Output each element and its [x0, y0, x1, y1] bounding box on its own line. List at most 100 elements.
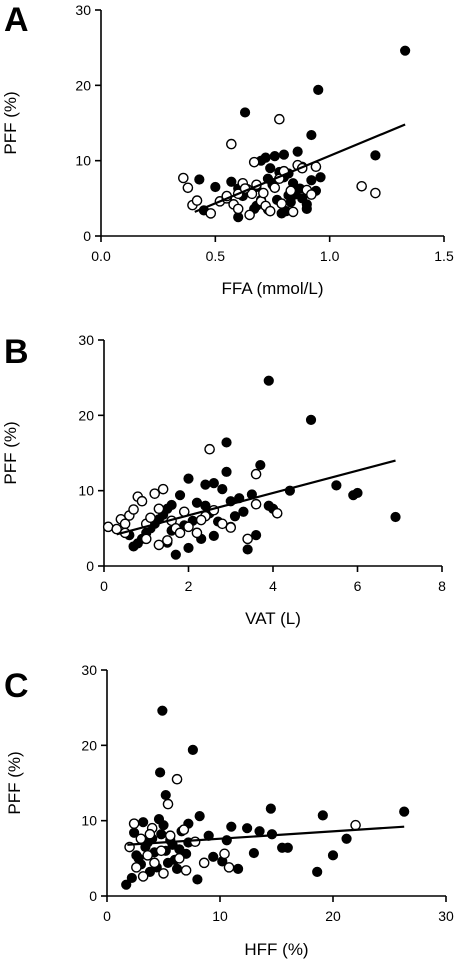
data-point-open	[223, 862, 235, 873]
data-point-open	[370, 187, 381, 199]
x-tick-label: 1.5	[434, 248, 454, 264]
data-point-filled	[229, 511, 241, 522]
data-point-filled	[157, 705, 168, 716]
data-point-filled	[269, 151, 280, 162]
data-point-open	[276, 198, 287, 209]
y-tick-label: 30	[78, 332, 94, 348]
y-axis-title: PFF (%)	[5, 751, 24, 814]
data-point-open	[144, 828, 156, 840]
y-axis-title: PFF (%)	[1, 91, 20, 154]
data-point-filled	[183, 542, 194, 554]
data-point-filled	[210, 181, 221, 193]
data-point-filled	[156, 829, 167, 840]
regression-line	[116, 459, 396, 536]
data-point-open	[136, 495, 148, 507]
data-point-filled	[192, 874, 203, 885]
data-point-filled	[331, 480, 342, 491]
data-point-filled	[155, 767, 166, 778]
data-point-filled	[160, 789, 171, 801]
data-point-filled	[251, 530, 262, 541]
data-point-open	[226, 138, 237, 150]
data-point-filled	[226, 176, 237, 187]
x-tick-label: 1.0	[320, 248, 340, 264]
data-point-open	[153, 503, 165, 515]
data-point-open	[216, 518, 228, 530]
data-point-open	[162, 535, 173, 546]
data-point-open	[219, 848, 230, 860]
data-point-filled	[242, 544, 253, 555]
data-point-open	[204, 443, 215, 455]
data-point-open	[191, 527, 203, 539]
panel-letter: A	[4, 1, 29, 39]
data-point-filled	[153, 814, 165, 825]
data-point-filled	[265, 163, 276, 174]
x-tick-label: 10	[212, 908, 228, 924]
data-point-filled	[278, 149, 290, 160]
data-point-filled	[191, 497, 203, 508]
data-point-filled	[226, 821, 237, 832]
x-tick-label: 30	[438, 908, 454, 924]
data-point-filled	[306, 129, 317, 141]
data-point-open	[178, 172, 189, 184]
data-point-open	[225, 522, 237, 533]
data-point-open	[191, 195, 203, 206]
data-point-filled	[126, 872, 137, 884]
data-point-filled	[221, 466, 232, 477]
data-point-open	[128, 504, 139, 515]
panel-letter: C	[4, 667, 29, 705]
data-point-open	[145, 512, 156, 524]
data-point-filled	[390, 511, 401, 523]
data-point-open	[162, 798, 174, 810]
data-point-open	[287, 206, 299, 218]
data-point-open	[140, 533, 152, 545]
data-point-open	[135, 833, 147, 845]
data-point-filled	[301, 203, 312, 214]
panel-letter: B	[4, 333, 29, 371]
data-point-open	[306, 189, 317, 200]
x-tick-label: 2	[185, 578, 193, 594]
data-point-filled	[263, 375, 274, 386]
x-tick-label: 20	[325, 908, 341, 924]
data-point-filled	[194, 811, 205, 822]
data-point-filled	[170, 549, 181, 560]
data-point-open	[189, 836, 201, 848]
panel-a: A 0 10 20 30 0.0 0.5 1.0 1.5 PFF (%) FFA (mmol/L)	[1, 1, 454, 298]
data-point-open	[198, 857, 210, 869]
data-point-open	[285, 185, 297, 197]
data-point-open	[149, 488, 160, 499]
data-point-filled	[194, 174, 205, 185]
data-point-open	[248, 156, 260, 168]
data-point-open	[142, 850, 153, 861]
data-point-open	[155, 845, 167, 857]
data-point-filled	[312, 866, 323, 877]
x-tick-label: 8	[438, 578, 446, 594]
y-tick-label: 10	[81, 813, 97, 829]
data-point-open	[157, 483, 169, 495]
data-point-filled	[306, 175, 317, 186]
y-tick-label: 20	[75, 77, 91, 93]
data-point-filled	[208, 478, 219, 489]
data-point-open	[174, 527, 186, 539]
regression-line	[127, 825, 405, 846]
data-point-filled	[265, 803, 276, 814]
data-point-filled	[208, 530, 219, 541]
x-axis-title: FFA (mmol/L)	[221, 279, 323, 298]
data-point-open	[131, 862, 142, 873]
data-point-filled	[399, 806, 410, 817]
data-point-open	[244, 209, 255, 221]
panel-b: B 0 10 20 30 0 2 4 6 8 PFF (%) VAT (L)	[1, 332, 446, 628]
data-point-open	[158, 868, 169, 879]
data-point-open	[242, 533, 253, 545]
y-tick-label: 20	[81, 737, 97, 753]
data-point-filled	[174, 490, 186, 501]
data-point-open	[350, 819, 361, 831]
data-point-filled	[187, 744, 198, 755]
data-point-filled	[260, 152, 271, 163]
data-point-filled	[292, 146, 303, 157]
data-point-open	[205, 208, 217, 219]
data-point-filled	[327, 850, 339, 861]
x-axis-title: HFF (%)	[244, 940, 308, 959]
data-point-open	[250, 468, 262, 480]
data-point-open	[232, 203, 244, 215]
